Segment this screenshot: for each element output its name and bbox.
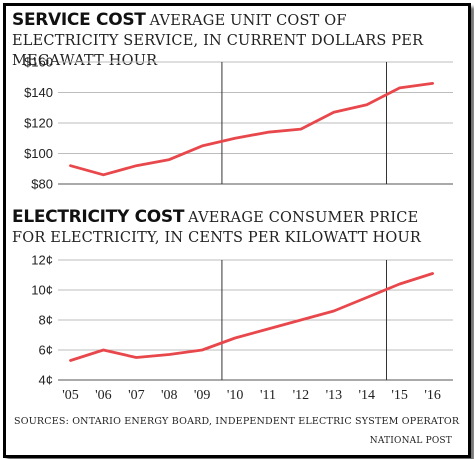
service-cost-y-tick-label: $140 <box>24 85 53 100</box>
electricity-cost-heading: ELECTRICITY COST AVERAGE CONSUMER PRICE F… <box>12 207 452 248</box>
electricity-cost-y-tick-label: 4¢ <box>39 373 53 388</box>
electricity-cost-x-tick-label: '06 <box>95 388 112 403</box>
electricity-cost-y-tick-label: 6¢ <box>39 343 53 358</box>
electricity-cost-y-tick-label: 12¢ <box>31 253 53 268</box>
electricity-cost-y-tick-label: 10¢ <box>31 283 53 298</box>
electricity-cost-subtitle: AVERAGE CONSUMER PRICE FOR ELECTRICITY, … <box>12 210 421 246</box>
electricity-cost-x-tick-label: '16 <box>424 388 441 403</box>
electricity-cost-x-tick-label: '11 <box>260 388 276 403</box>
service-cost-series-line <box>69 82 435 177</box>
electricity-cost-x-tick-label: '12 <box>293 388 310 403</box>
sources-note: SOURCES: ONTARIO ENERGY BOARD, INDEPENDE… <box>14 416 460 427</box>
electricity-cost-x-tick-label: '10 <box>227 388 244 403</box>
electricity-cost-x-tick-label: '13 <box>326 388 343 403</box>
electricity-cost-x-tick-label: '07 <box>128 388 145 403</box>
service-cost-y-tick-label: $80 <box>31 177 53 192</box>
electricity-cost-title: ELECTRICITY COST <box>12 207 185 227</box>
infographic-frame <box>3 3 471 458</box>
electricity-cost-x-tick-label: '05 <box>62 388 79 403</box>
service-cost-subtitle: AVERAGE UNIT COST OF ELECTRICITY SERVICE… <box>12 13 424 69</box>
electricity-cost-y-tick-label: 8¢ <box>39 313 53 328</box>
credit-line: NATIONAL POST <box>369 436 452 446</box>
electricity-cost-x-tick-label: '14 <box>358 388 375 403</box>
electricity-cost-x-tick-label: '08 <box>161 388 178 403</box>
electricity-cost-x-tick-label: '15 <box>391 388 408 403</box>
electricity-cost-series-line <box>69 272 435 362</box>
service-cost-title: SERVICE COST <box>12 10 146 30</box>
service-cost-heading: SERVICE COST AVERAGE UNIT COST OF ELECTRI… <box>12 10 452 71</box>
service-cost-y-tick-label: $160 <box>24 55 53 70</box>
service-cost-y-tick-label: $100 <box>24 146 53 161</box>
electricity-cost-x-tick-label: '09 <box>194 388 211 403</box>
service-cost-y-tick-label: $120 <box>24 116 53 131</box>
